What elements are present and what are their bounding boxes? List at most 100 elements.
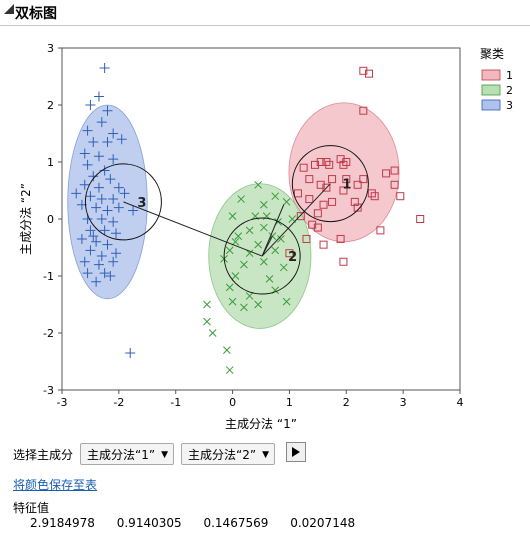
data-point [339, 160, 348, 169]
data-point [93, 259, 104, 270]
data-point [102, 205, 113, 216]
data-point [259, 200, 268, 209]
data-point [79, 256, 90, 267]
select-component-label: 选择主成分 [13, 448, 74, 462]
data-point [91, 276, 102, 287]
data-point [102, 137, 113, 148]
data-point [113, 182, 124, 193]
x-tick-label: -2 [113, 396, 124, 409]
data-point [91, 236, 102, 247]
chevron-down-icon: ▼ [262, 450, 269, 460]
y-tick-label: -3 [43, 384, 54, 397]
data-point [240, 260, 248, 269]
centroid-label: 1 [342, 178, 351, 193]
data-point [353, 180, 362, 189]
data-point [328, 197, 337, 206]
data-point [88, 171, 99, 182]
legend-title: 聚类 [480, 47, 504, 61]
data-point [305, 175, 314, 184]
component-y-value: 主成分法“2” [188, 448, 257, 462]
y-tick-label: 1 [47, 156, 54, 169]
data-point [85, 100, 96, 110]
x-tick-label: 2 [343, 396, 350, 409]
data-point [96, 251, 107, 262]
data-point [313, 223, 322, 232]
data-point [108, 154, 119, 165]
data-point [293, 189, 302, 198]
component-x-select[interactable]: 主成分法“1” ▼ [80, 443, 174, 465]
x-tick-label: -1 [170, 396, 181, 409]
data-point [203, 300, 211, 309]
data-point [319, 200, 328, 209]
header-divider [0, 25, 530, 26]
data-point [93, 91, 104, 102]
data-point [85, 225, 96, 236]
data-point [88, 231, 99, 242]
data-point [390, 166, 399, 175]
data-point [325, 160, 334, 169]
data-point [322, 158, 331, 166]
data-point [111, 248, 122, 259]
data-point [85, 191, 96, 202]
data-point [367, 189, 376, 198]
save-colors-link[interactable]: 将颜色保存至表 [13, 478, 98, 492]
component-y-select[interactable]: 主成分法“2” ▼ [181, 443, 275, 465]
data-point [82, 268, 93, 279]
biplot-ray [123, 201, 263, 257]
data-point [339, 186, 348, 195]
panel-header[interactable]: 双标图 [0, 0, 530, 26]
x-tick-label: 0 [229, 396, 236, 409]
data-point [259, 223, 268, 232]
centroid-circle-3 [84, 163, 162, 241]
plot-contents: 1 2 3 [67, 62, 425, 374]
data-point [416, 215, 425, 223]
data-point [225, 283, 234, 292]
data-point [96, 194, 107, 205]
data-point [125, 347, 136, 358]
data-point [91, 202, 102, 213]
data-point [311, 160, 320, 169]
data-point [234, 232, 243, 240]
y-tick-label: 0 [47, 213, 54, 226]
data-point [223, 346, 231, 354]
x-tick-label: 3 [400, 396, 407, 409]
data-point [208, 329, 217, 337]
data-point [79, 148, 90, 159]
data-point [282, 198, 291, 206]
centroid-label: 2 [288, 250, 297, 265]
centroid-circle-2 [223, 217, 301, 295]
centroid-label: 3 [137, 196, 146, 211]
legend-label: 3 [506, 99, 513, 112]
apply-button[interactable] [286, 442, 306, 462]
data-point [231, 237, 240, 246]
disclosure-triangle-icon[interactable] [4, 4, 14, 14]
data-point [93, 151, 104, 162]
eigenvalues-title: 特征值 [13, 501, 50, 515]
eigenvalue: 0.1467569 [203, 516, 269, 530]
eigenvalue: 0.9140305 [116, 516, 182, 530]
panel-title: 双标图 [15, 6, 57, 22]
data-point [336, 234, 345, 243]
data-point [308, 220, 317, 229]
data-point [71, 188, 82, 199]
component-x-value: 主成分法“1” [87, 448, 156, 462]
y-tick-label: -1 [43, 270, 54, 283]
data-point [99, 268, 110, 279]
data-point [128, 205, 139, 216]
data-point [105, 271, 116, 281]
data-point [240, 303, 248, 312]
data-point [279, 263, 288, 272]
data-point [85, 245, 96, 256]
data-point [382, 169, 391, 178]
biplot-ray [261, 204, 285, 257]
cluster-ellipse-3 [67, 104, 148, 300]
biplot-ray [261, 235, 273, 257]
data-point [203, 317, 211, 326]
data-point [228, 212, 237, 221]
data-point [285, 249, 294, 258]
data-point [396, 192, 405, 201]
legend-swatch-2 [481, 84, 501, 96]
data-point [231, 272, 240, 280]
biplot-ray [261, 183, 331, 257]
data-point [339, 257, 348, 266]
